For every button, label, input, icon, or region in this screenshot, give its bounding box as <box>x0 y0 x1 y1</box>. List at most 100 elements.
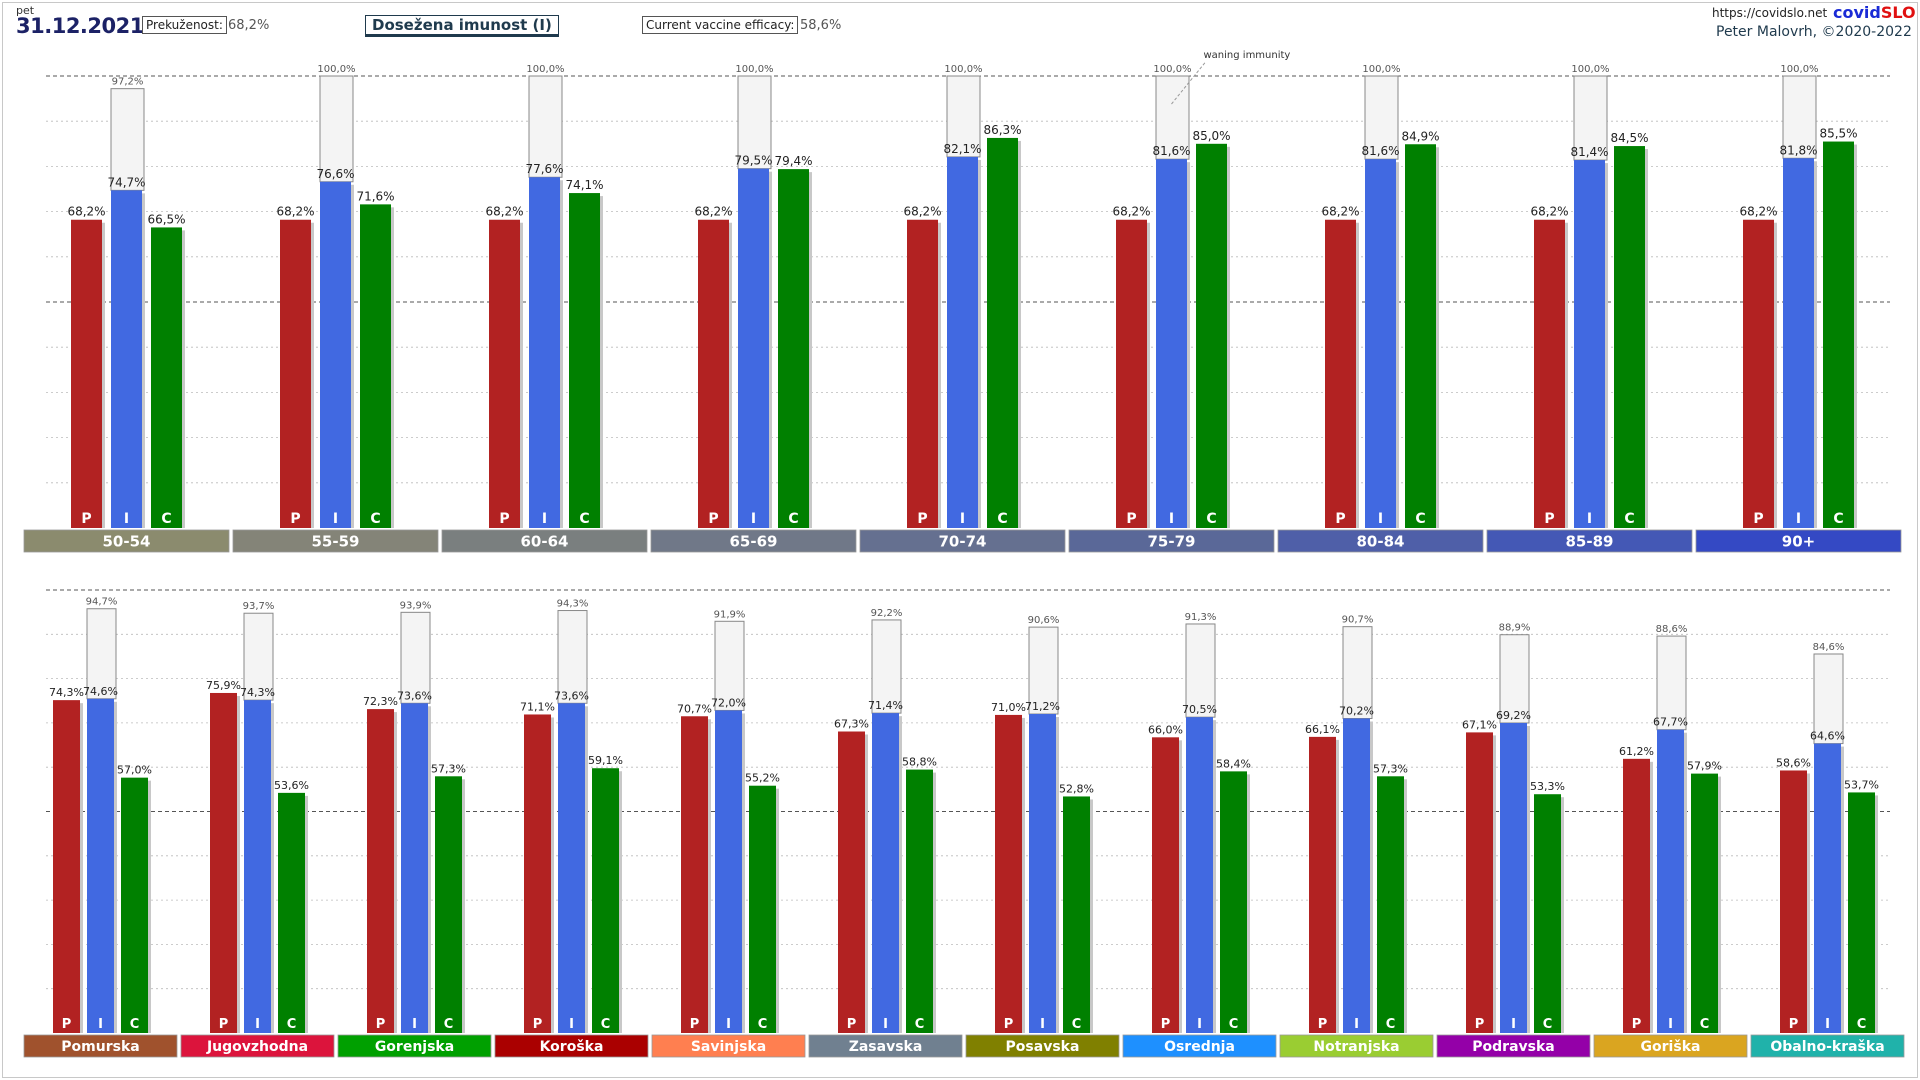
bar-letter: C <box>1072 1017 1082 1032</box>
bar-value-label: 53,7% <box>1844 778 1879 791</box>
category-box <box>1436 1034 1591 1058</box>
bar-i <box>1156 159 1187 528</box>
bar-value-label: 57,9% <box>1687 760 1722 773</box>
bar-i <box>1365 159 1396 528</box>
bar-value-label: 59,1% <box>588 754 623 767</box>
bar-i <box>1343 718 1370 1033</box>
bar-letter: C <box>444 1017 454 1032</box>
bar-letter: I <box>1354 1017 1359 1032</box>
bar-value-label: 57,3% <box>1373 762 1408 775</box>
waning-immunity-annotation: waning immunity <box>1204 50 1291 61</box>
bar-letter: P <box>533 1017 543 1032</box>
bar-letter: I <box>960 511 965 527</box>
bar-letter: C <box>370 511 380 527</box>
category-label: 70-74 <box>939 532 987 550</box>
bar-value-label: 72,3% <box>363 695 398 708</box>
waning-immunity-bar <box>86 608 117 700</box>
brand-logo: covidSLO <box>1833 3 1916 22</box>
bar-i <box>558 703 585 1033</box>
category-label: Goriška <box>1641 1039 1701 1055</box>
group-85-89: 100,0% 68,2% P 81,4% I 84,5% C 85-89 <box>1486 64 1693 553</box>
bar-letter: P <box>917 511 927 527</box>
bar-letter: C <box>1229 1017 1239 1032</box>
bar-value-label: 61,2% <box>1619 745 1654 758</box>
bar-letter: P <box>499 511 509 527</box>
bar-value-label: 85,0% <box>1192 129 1230 143</box>
bar-value-label: 55,2% <box>745 772 780 785</box>
bar-i <box>111 190 142 528</box>
bar-p <box>524 714 551 1033</box>
bar-value-label: 71,6% <box>356 189 394 203</box>
bar-value-label: 71,2% <box>1025 700 1060 713</box>
bar-p <box>210 692 237 1033</box>
category-label: 80-84 <box>1357 532 1405 550</box>
bar-value-label: 67,3% <box>834 717 869 730</box>
category-box <box>232 529 439 553</box>
waning-value-label: 100,0% <box>526 64 564 75</box>
bar-letter: C <box>1700 1017 1710 1032</box>
group-pomurska: 94,7% 74,3% P 74,6% I 57,0% C Pomurska <box>23 597 178 1058</box>
waning-value-label: 100,0% <box>1571 64 1609 75</box>
category-box <box>494 1034 649 1058</box>
bar-letter: I <box>98 1017 103 1032</box>
waning-immunity-bar <box>1364 75 1399 160</box>
group-60-64: 100,0% 68,2% P 77,6% I 74,1% C 60-64 <box>441 64 648 553</box>
bar-value-label: 70,2% <box>1339 705 1374 718</box>
bar-value-label: 68,2% <box>903 205 941 219</box>
bar-letter: I <box>1796 511 1801 527</box>
waning-immunity-bar <box>1499 634 1530 724</box>
bar-i <box>1029 714 1056 1033</box>
waning-value-label: 93,9% <box>400 600 432 611</box>
bar-letter: C <box>130 1017 140 1032</box>
bar-letter: C <box>1206 511 1216 527</box>
bar-i <box>1657 729 1684 1033</box>
waning-value-label: 88,6% <box>1656 624 1688 635</box>
bar-p <box>681 716 708 1033</box>
bar-i <box>1500 722 1527 1033</box>
bar-c <box>906 769 933 1033</box>
bar-letter: I <box>1169 511 1174 527</box>
bar-p <box>995 714 1022 1033</box>
group-55-59: 100,0% 68,2% P 76,6% I 71,6% C 55-59 <box>232 64 439 553</box>
bar-letter: C <box>997 511 1007 527</box>
waning-value-label: 100,0% <box>1780 64 1818 75</box>
bar-value-label: 73,6% <box>554 689 589 702</box>
group-70-74: 100,0% 68,2% P 82,1% I 86,3% C 70-74 <box>859 64 1066 553</box>
brand-part2: SLO <box>1880 3 1916 22</box>
category-label: Podravska <box>1472 1039 1554 1055</box>
bar-letter: I <box>412 1017 417 1032</box>
group-75-79: 100,0% 68,2% P 81,6% I 85,0% C 75-79 <box>1068 64 1275 553</box>
category-label: Koroška <box>540 1039 604 1055</box>
bar-value-label: 66,5% <box>147 212 185 226</box>
bar-value-label: 75,9% <box>206 679 241 692</box>
bar-i <box>872 713 899 1033</box>
waning-immunity-bar <box>946 75 981 158</box>
waning-immunity-bar <box>737 75 772 170</box>
annotation-leader-line <box>1171 61 1206 105</box>
bar-value-label: 58,8% <box>902 756 937 769</box>
bar-letter: P <box>290 511 300 527</box>
bar-letter: P <box>1318 1017 1328 1032</box>
bar-letter: C <box>788 511 798 527</box>
bar-letter: P <box>1544 511 1554 527</box>
bar-p <box>1743 219 1774 528</box>
waning-immunity-bar <box>1155 75 1190 160</box>
bar-i <box>1783 158 1814 528</box>
bar-value-label: 68,2% <box>485 205 523 219</box>
bar-p <box>1780 770 1807 1033</box>
bar-c <box>435 776 462 1033</box>
bar-letter: C <box>758 1017 768 1032</box>
bar-letter: I <box>726 1017 731 1032</box>
bar-p <box>1116 219 1147 528</box>
group-obalno-kraška: 84,6% 58,6% P 64,6% I 53,7% C Obalno-kraška <box>1750 642 1905 1058</box>
bar-value-label: 52,8% <box>1059 782 1094 795</box>
site-url[interactable]: https://covidslo.net <box>1712 6 1828 20</box>
bar-letter: I <box>1197 1017 1202 1032</box>
bar-value-label: 72,0% <box>711 696 746 709</box>
bar-c <box>1614 146 1645 528</box>
bar-i <box>1574 160 1605 528</box>
bar-letter: C <box>161 511 171 527</box>
bar-value-label: 68,2% <box>1530 205 1568 219</box>
